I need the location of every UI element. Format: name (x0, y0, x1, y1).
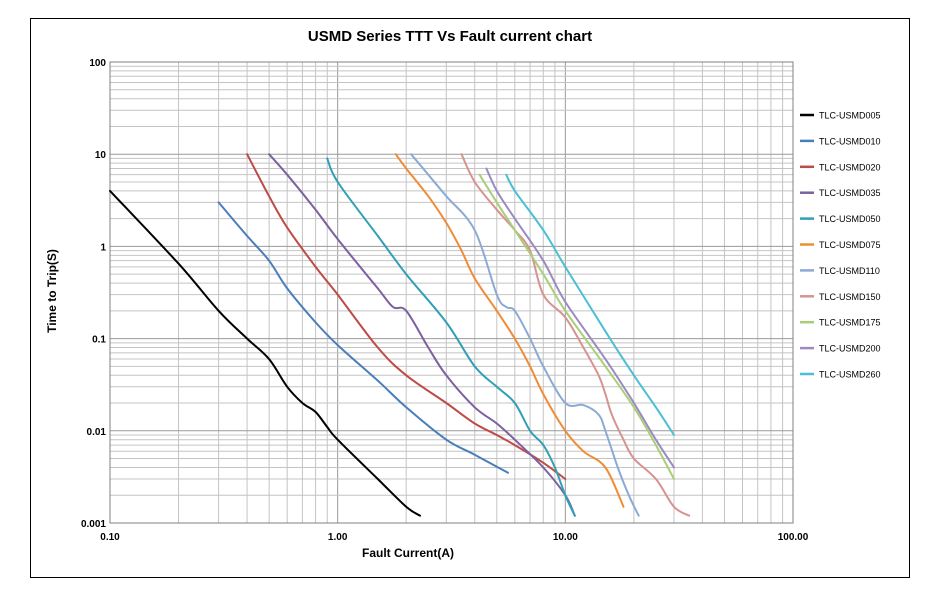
legend-label: TLC-USMD010 (819, 136, 881, 146)
axes: 0.10 1.00 10.00 100.00 0.001 0.01 0.1 1 10 100 (81, 58, 809, 543)
series-line-tlc-usmd010 (217, 201, 509, 474)
series-line-tlc-usmd200 (485, 167, 675, 469)
series-line-tlc-usmd005 (109, 189, 421, 517)
x-axis-label: Fault Current(A) (362, 546, 454, 560)
grid (109, 62, 793, 524)
legend-label: TLC-USMD260 (819, 370, 881, 380)
x-tick-label: 0.10 (100, 532, 120, 543)
legend: TLC-USMD005 TLC-USMD010 TLC-USMD020 TLC-USM… (800, 111, 881, 380)
legend-label: TLC-USMD200 (819, 344, 881, 354)
legend-label: TLC-USMD075 (819, 240, 881, 250)
series-line-tlc-usmd110 (410, 153, 640, 517)
series-line-tlc-usmd020 (246, 153, 567, 480)
series-line-tlc-usmd035 (268, 153, 576, 517)
series-line-tlc-usmd260 (505, 173, 675, 436)
legend-label: TLC-USMD005 (819, 111, 881, 121)
series-lines (109, 153, 691, 517)
legend-label: TLC-USMD150 (819, 292, 881, 302)
legend-label: TLC-USMD035 (819, 188, 881, 198)
legend-label: TLC-USMD110 (819, 266, 880, 276)
series-line-tlc-usmd075 (394, 153, 625, 508)
x-tick-label: 10.00 (553, 532, 578, 543)
plot-frame (109, 61, 794, 524)
legend-label: TLC-USMD020 (819, 162, 881, 172)
chart-svg: USMD Series TTT Vs Fault current chart F… (30, 18, 910, 578)
chart-title: USMD Series TTT Vs Fault current chart (308, 28, 592, 45)
series-line-tlc-usmd050 (326, 157, 576, 517)
series-line-tlc-usmd175 (478, 173, 675, 480)
x-tick-label: 100.00 (778, 532, 809, 543)
series-line-tlc-usmd150 (460, 153, 691, 517)
y-tick-label: 0.001 (81, 519, 106, 530)
legend-label: TLC-USMD050 (819, 214, 881, 224)
legend-label: TLC-USMD175 (819, 318, 881, 328)
y-tick-label: 0.01 (87, 427, 107, 438)
y-tick-label: 100 (89, 58, 106, 69)
chart-frame: USMD Series TTT Vs Fault current chart F… (30, 18, 910, 578)
y-tick-label: 10 (95, 150, 107, 161)
y-tick-label: 1 (100, 242, 106, 253)
y-tick-label: 0.1 (92, 335, 106, 346)
plot-area (110, 62, 793, 523)
x-tick-label: 1.00 (328, 532, 348, 543)
y-axis-label: Time to Trip(S) (45, 249, 59, 333)
